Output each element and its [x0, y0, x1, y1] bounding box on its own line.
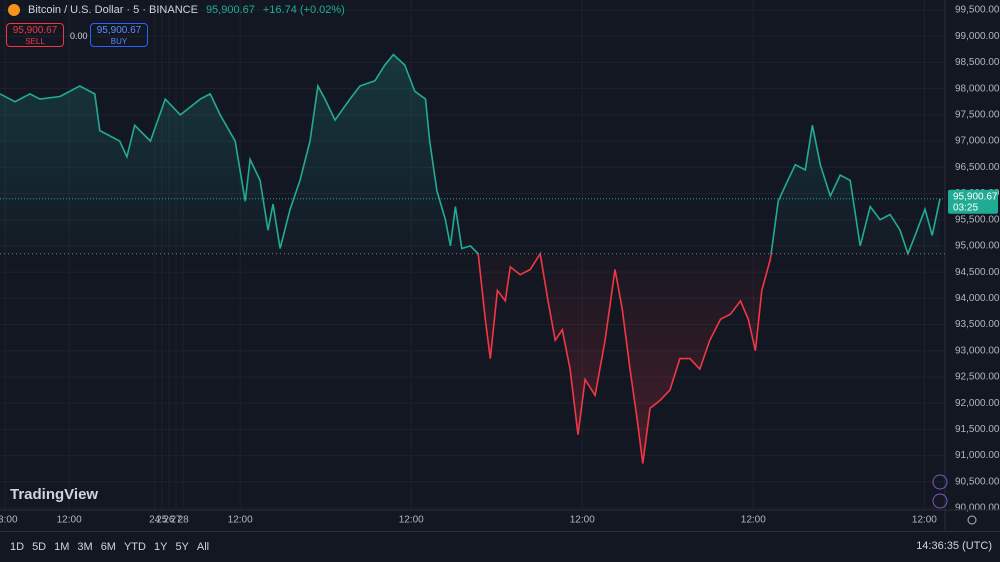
range-button[interactable]: 3M	[77, 541, 93, 553]
buy-price: 95,900.67	[96, 25, 142, 36]
price-line	[0, 53, 941, 464]
range-button[interactable]: 1M	[54, 541, 70, 553]
range-button[interactable]: 5Y	[175, 541, 189, 553]
x-tick-label: 24	[149, 515, 161, 526]
x-tick-label: 28	[178, 515, 190, 526]
coin-icon	[8, 4, 20, 16]
range-button[interactable]: 5D	[32, 541, 47, 553]
x-tick-label: 26	[163, 515, 175, 526]
chart: 90,000.00 90,500.00 91,000.00 91,500.00 92,0…	[0, 0, 1000, 531]
y-tick-label: 92,000.00	[955, 398, 1000, 409]
y-tick-label: 93,500.00	[955, 319, 1000, 330]
header-price: 95,900.67	[205, 4, 255, 16]
y-tick-label: 98,500.00	[955, 57, 1000, 68]
bottom-toolbar: 1D 5D 1M 3M 6M YTD 1Y 5Y All 14:36:35 (UTC)	[0, 531, 1000, 562]
header-change: +16.74 (+0.02%)	[262, 4, 345, 16]
symbol[interactable]: Bitcoin / U.S. Dollar · 5 · BINANCE	[28, 4, 198, 16]
range-button[interactable]: 6M	[100, 541, 116, 553]
y-tick-label: 91,000.00	[955, 450, 1000, 461]
sell-label: SELL	[25, 37, 45, 46]
buy-label: BUY	[110, 37, 128, 46]
y-tick-label: 98,000.00	[955, 83, 1000, 94]
y-tick-label: 95,000.00	[955, 241, 1000, 252]
y-tick-label: 94,500.00	[955, 267, 1000, 278]
price-badge-label: 95,900.67	[953, 191, 998, 202]
x-tick-label: 12:00	[912, 515, 937, 526]
header: Bitcoin / U.S. Dollar · 5 · BINANCE 95,9…	[8, 4, 345, 16]
price-badge	[948, 189, 998, 214]
y-tick-label: 90,000.00	[955, 503, 1000, 514]
logo: TradingView	[10, 486, 99, 503]
range-button[interactable]: 1D	[10, 541, 25, 553]
y-tick-label: 95,500.00	[955, 214, 1000, 225]
y-tick-label: 92,500.00	[955, 372, 1000, 383]
tool-icon	[932, 493, 948, 509]
area-fill	[0, 54, 940, 464]
range-button[interactable]: 1Y	[153, 541, 168, 553]
tool-icon	[932, 474, 948, 490]
y-tick-label: 99,000.00	[955, 31, 1000, 42]
x-tick-label: 12:00	[57, 515, 82, 526]
x-tick-label: 03:00	[0, 515, 18, 526]
x-tick-label: 12:00	[741, 515, 766, 526]
x-tick-label: 27	[170, 515, 182, 526]
range-buttons: 1D 5D 1M 3M 6M YTD 1Y 5Y All	[10, 541, 209, 553]
buy-button[interactable]: 95,900.67 BUY	[90, 23, 148, 47]
clock: 14:36:35 (UTC)	[916, 540, 992, 552]
x-tick-label: 12:00	[228, 515, 253, 526]
y-tick-label: 99,500.00	[955, 5, 1000, 16]
x-tick-label: 25	[156, 515, 168, 526]
sell-button[interactable]: 95,900.67 SELL	[6, 23, 64, 47]
x-tick-label: 12:00	[570, 515, 595, 526]
y-tick-label: 93,000.00	[955, 345, 1000, 356]
settings-icon	[967, 515, 977, 525]
y-tick-label: 91,500.00	[955, 424, 1000, 435]
y-tick-label: 96,500.00	[955, 162, 1000, 173]
spread: 0.00	[70, 31, 88, 41]
range-button[interactable]: All	[196, 541, 210, 553]
sell-price: 95,900.67	[12, 25, 58, 36]
countdown: 03:25	[953, 202, 978, 213]
y-tick-label: 94,000.00	[955, 293, 1000, 304]
y-tick-label: 97,000.00	[955, 136, 1000, 147]
y-tick-label: 90,500.00	[955, 476, 1000, 487]
x-tick-label: 12:00	[399, 515, 424, 526]
range-button[interactable]: YTD	[123, 541, 146, 553]
y-tick-label: 97,500.00	[955, 109, 1000, 120]
